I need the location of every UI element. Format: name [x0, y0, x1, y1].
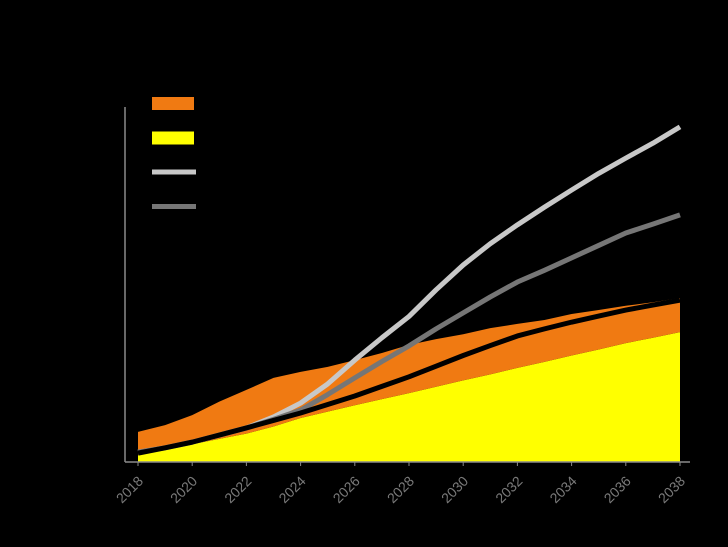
line	[137, 297, 681, 456]
legend-swatch	[152, 97, 194, 110]
legend-swatch	[152, 131, 194, 145]
area	[138, 332, 680, 462]
